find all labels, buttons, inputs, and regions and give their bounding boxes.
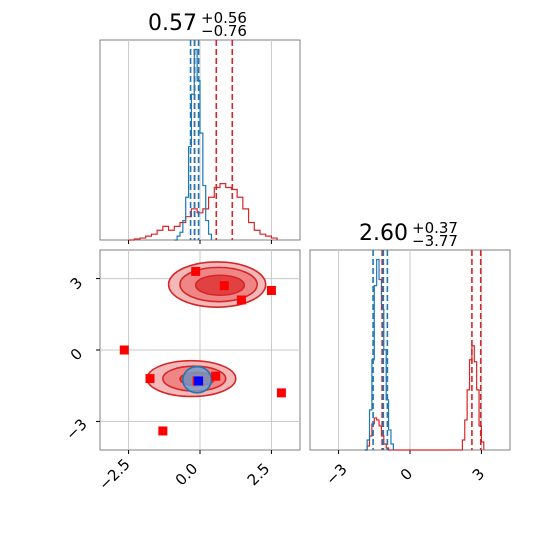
panel-top-left: 0.57 +0.56 −0.76	[99, 8, 301, 244]
y-tick-label: −3	[62, 415, 90, 443]
marker-red	[266, 285, 276, 295]
histogram-red	[128, 183, 278, 241]
panel-title: 0.57 +0.56 −0.76	[148, 8, 252, 40]
x-tick-label: −3	[322, 460, 350, 488]
y-tick-label: 0	[67, 345, 86, 364]
marker-red	[236, 295, 246, 305]
panel-bottom-right: 2.60 +0.37 −3.77 −3 0 3	[309, 218, 511, 489]
grid	[338, 250, 482, 454]
title-sup: +0.37	[412, 219, 458, 237]
histogram-blue	[364, 258, 394, 451]
title-sub: −3.77	[412, 232, 458, 250]
marker-red	[219, 281, 229, 291]
marker-red	[191, 266, 201, 276]
title-main: 2.60	[359, 221, 408, 246]
x-tick-label: 0.0	[172, 460, 202, 490]
contour-group	[146, 261, 267, 398]
marker-group	[119, 266, 286, 436]
marker-red	[145, 374, 155, 384]
x-tick-label: 2.5	[244, 460, 274, 490]
marker-red	[276, 388, 286, 398]
marker-red	[158, 426, 168, 436]
x-tick-label: 3	[469, 465, 488, 484]
panel-title: 2.60 +0.37 −3.77	[359, 218, 463, 250]
y-tick-labels: −3 0 3	[62, 274, 90, 444]
panel-bottom-left: −2.5 0.0 2.5 −3 0 3	[62, 249, 301, 494]
title-main: 0.57	[148, 11, 197, 36]
title-sup: +0.56	[201, 9, 247, 27]
quantile-lines	[372, 250, 482, 450]
histogram-blue	[174, 48, 213, 241]
marker-blue	[194, 376, 204, 386]
marker-red	[211, 371, 221, 381]
title-sub: −0.76	[201, 22, 247, 40]
series-group	[128, 48, 278, 241]
x-tick-labels: −2.5 0.0 2.5	[95, 455, 273, 493]
x-tick-label: −2.5	[95, 455, 133, 493]
grid	[128, 40, 272, 244]
marker-red	[119, 345, 129, 355]
x-tick-labels: −3 0 3	[322, 460, 488, 488]
x-tick-label: 0	[397, 465, 416, 484]
quantile-lines	[189, 40, 234, 240]
y-tick-label: 3	[67, 274, 86, 293]
